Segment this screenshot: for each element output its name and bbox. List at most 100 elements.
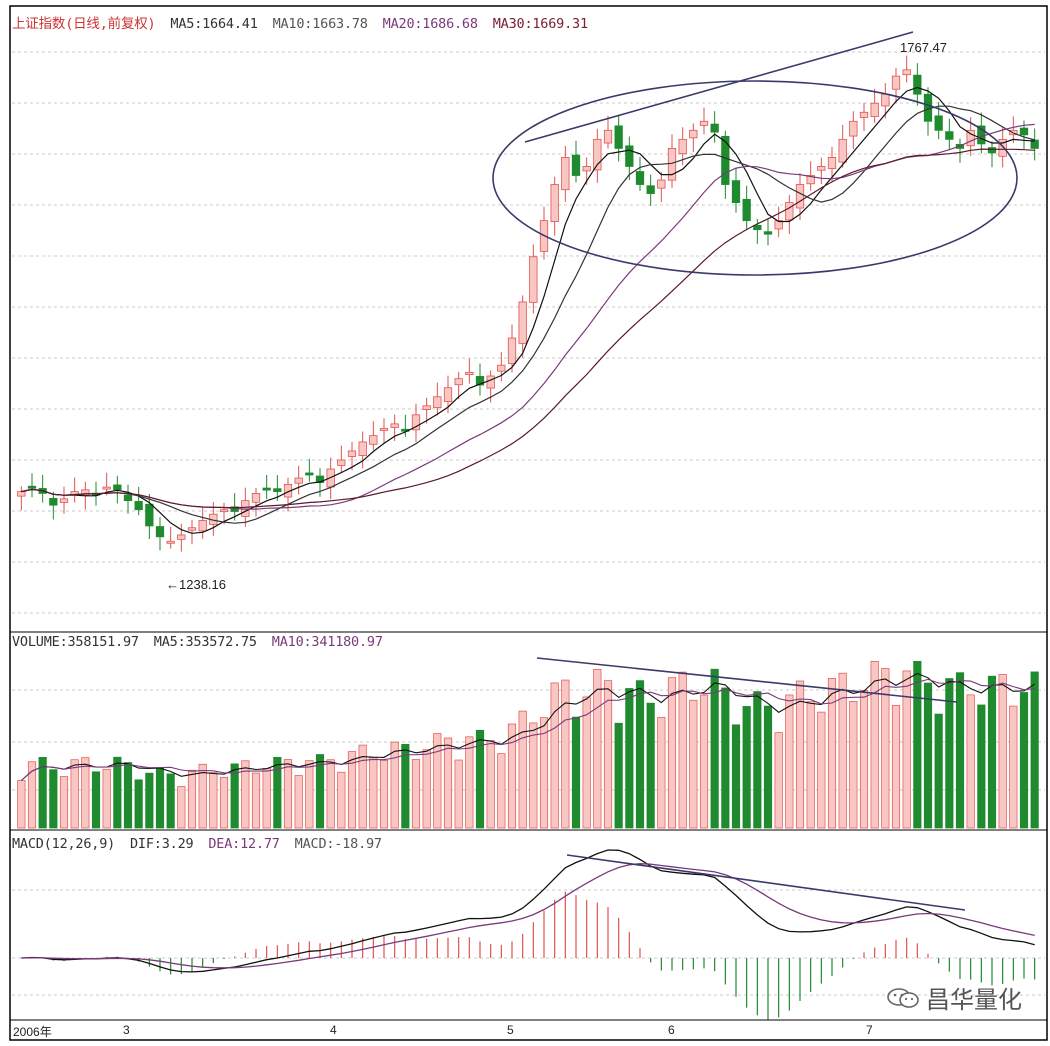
volume-bar xyxy=(966,694,975,829)
candle-body xyxy=(486,375,495,389)
volume-bar xyxy=(145,772,154,829)
volume-bar xyxy=(795,680,805,829)
volume-panel xyxy=(17,660,1039,829)
candle-body xyxy=(881,93,890,107)
watermark: 昌华量化 xyxy=(886,980,1022,1015)
candle-body xyxy=(49,498,58,506)
volume-bar xyxy=(262,768,271,829)
volume-bar xyxy=(155,767,165,829)
candle-body xyxy=(603,129,613,144)
volume-value: VOLUME:358151.97 xyxy=(12,634,139,650)
volume-bar xyxy=(742,706,751,829)
price-trend-line xyxy=(524,31,914,143)
volume-bar xyxy=(326,759,335,829)
candle-body xyxy=(17,491,26,497)
candle-body xyxy=(187,527,197,531)
volume-ma10-line xyxy=(20,678,1035,781)
volume-divergence-line xyxy=(536,657,958,703)
ma10-value: MA10:1663.78 xyxy=(272,16,368,32)
candle-body xyxy=(774,220,783,230)
candle-body xyxy=(561,157,570,191)
candle-body xyxy=(987,147,997,154)
volume-bar xyxy=(1030,671,1039,829)
volume-bar xyxy=(27,761,37,829)
candle-body xyxy=(443,387,453,403)
candle-body xyxy=(998,138,1007,157)
volume-bar xyxy=(1019,692,1029,829)
x-tick-2: 4 xyxy=(330,1023,337,1037)
volume-bar xyxy=(753,691,762,829)
volume-bar xyxy=(667,677,677,829)
volume-bar xyxy=(657,717,666,829)
candle-body xyxy=(891,75,901,90)
dif-value: DIF:3.29 xyxy=(130,836,194,852)
volume-bar xyxy=(390,741,399,829)
candle-body xyxy=(155,526,165,538)
candle-body xyxy=(518,301,527,344)
dea-line xyxy=(21,863,1035,969)
volume-bar xyxy=(721,687,730,829)
candle-body xyxy=(219,509,229,513)
low-label: ←1238.16 xyxy=(166,577,226,592)
volume-bar xyxy=(497,753,506,829)
candle-body xyxy=(806,175,815,185)
price-header: 上证指数(日线,前复权) MA5:1664.41 MA10:1663.78 MA… xyxy=(12,12,595,32)
candle-body xyxy=(550,184,559,222)
volume-bar xyxy=(454,759,463,829)
candle-body xyxy=(795,184,805,209)
candle-body xyxy=(273,488,282,493)
candle-body xyxy=(571,154,581,176)
candle-body xyxy=(177,534,186,540)
volume-bar xyxy=(689,699,698,829)
candle-body xyxy=(753,224,762,231)
candle-body xyxy=(497,364,506,372)
volume-header: VOLUME:358151.97 MA5:353572.75 MA10:3411… xyxy=(12,634,390,650)
price-panel xyxy=(17,55,1039,552)
volume-bar xyxy=(614,722,623,829)
candle-body xyxy=(625,145,634,167)
ma20-value: MA20:1686.68 xyxy=(382,16,478,32)
macd-value: MACD:-18.97 xyxy=(294,836,382,852)
volume-bar xyxy=(646,702,655,829)
dea-value: DEA:12.77 xyxy=(208,836,280,852)
volume-bar xyxy=(70,759,79,829)
candle-body xyxy=(251,493,261,503)
volume-bar xyxy=(593,668,602,829)
x-tick-1: 3 xyxy=(123,1023,130,1037)
candle-body xyxy=(145,503,154,527)
candle-body xyxy=(945,131,954,140)
volume-bar xyxy=(881,668,890,829)
volume-bar xyxy=(913,660,922,829)
volume-ma5-line xyxy=(20,672,1035,781)
volume-bar xyxy=(998,674,1007,829)
volume-bar xyxy=(241,760,250,829)
volume-bar xyxy=(987,675,997,829)
candle-body xyxy=(358,441,367,456)
volume-bar xyxy=(550,682,559,829)
volume-bar xyxy=(891,705,901,829)
volume-bar xyxy=(699,694,709,829)
volume-bar xyxy=(529,722,538,829)
volume-bar xyxy=(17,780,26,829)
volume-bar xyxy=(123,762,133,829)
candle-body xyxy=(411,414,421,431)
candle-body xyxy=(817,166,826,171)
price-title: 上证指数(日线,前复权) xyxy=(12,16,156,32)
candle-body xyxy=(742,198,751,222)
volume-bar xyxy=(337,771,346,829)
macd-title: MACD(12,26,9) xyxy=(12,836,116,852)
candle-body xyxy=(465,371,474,376)
volume-bar xyxy=(870,660,879,829)
candle-body xyxy=(507,337,517,364)
volume-bar xyxy=(827,678,837,829)
volume-bar xyxy=(561,679,570,829)
macd-divergence-line xyxy=(566,854,966,911)
volume-bar xyxy=(1009,705,1018,829)
volume-bar xyxy=(251,772,261,829)
volume-bar xyxy=(294,775,303,829)
volume-bar xyxy=(539,717,549,829)
candle-body xyxy=(699,120,709,126)
volume-bar xyxy=(38,756,47,829)
ma30-value: MA30:1669.31 xyxy=(492,16,588,32)
candle-body xyxy=(59,498,69,503)
